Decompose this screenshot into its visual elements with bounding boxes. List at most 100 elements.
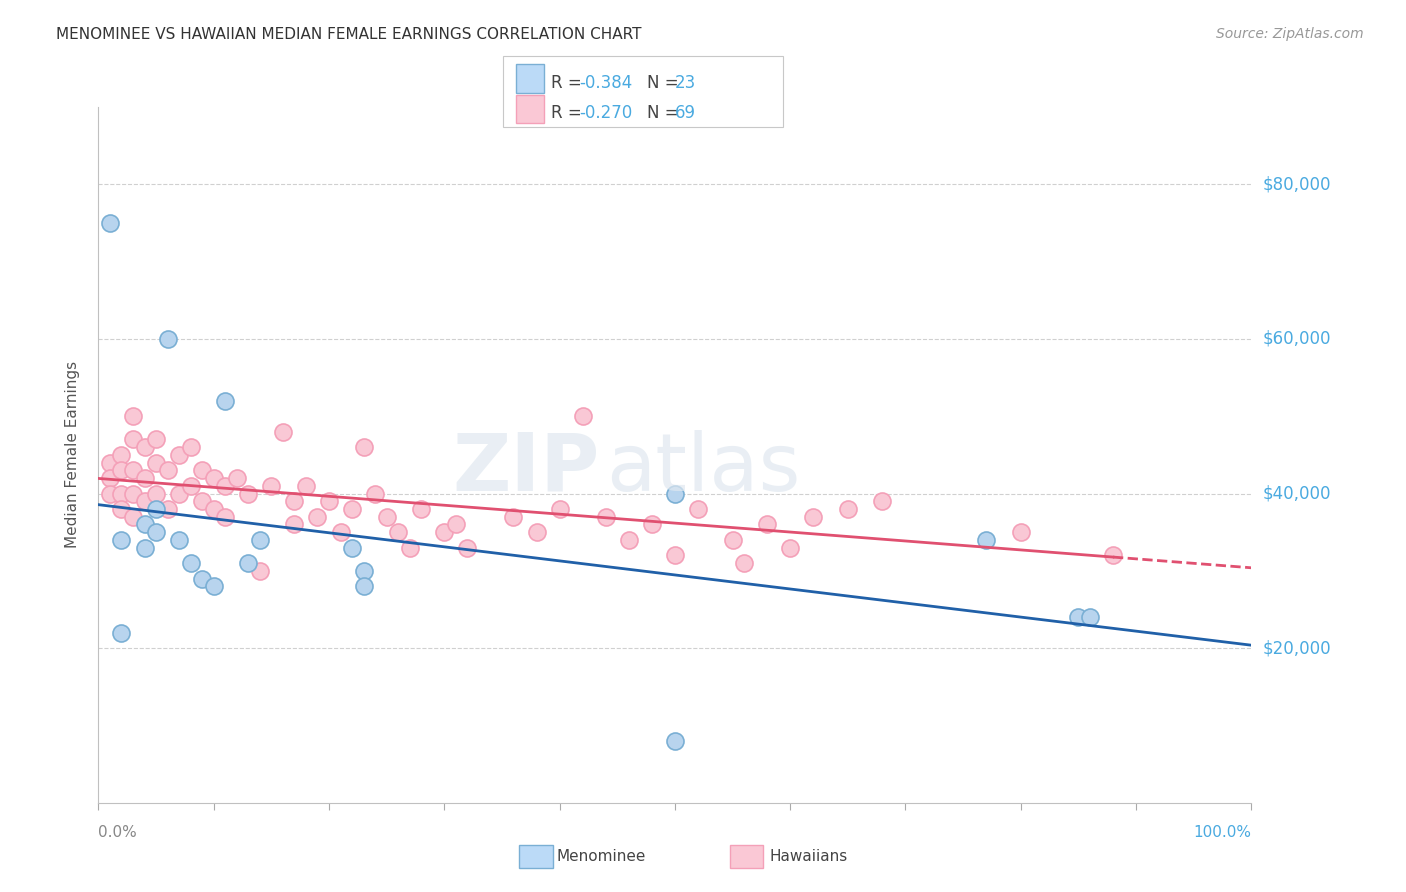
Point bbox=[641, 517, 664, 532]
Point bbox=[180, 440, 202, 454]
Point bbox=[548, 502, 571, 516]
Point bbox=[122, 486, 145, 500]
Point bbox=[307, 509, 329, 524]
Point bbox=[202, 502, 225, 516]
Point bbox=[364, 486, 387, 500]
Point bbox=[340, 541, 363, 555]
Point bbox=[167, 533, 190, 547]
Y-axis label: Median Female Earnings: Median Female Earnings bbox=[65, 361, 80, 549]
Point bbox=[595, 509, 617, 524]
Point bbox=[411, 502, 433, 516]
Point bbox=[122, 509, 145, 524]
Point bbox=[110, 625, 132, 640]
Point bbox=[318, 494, 340, 508]
Point bbox=[387, 525, 409, 540]
Point bbox=[122, 409, 145, 424]
Text: N =: N = bbox=[647, 104, 683, 122]
Point bbox=[456, 541, 478, 555]
Point bbox=[145, 456, 167, 470]
Point bbox=[329, 525, 352, 540]
Point bbox=[110, 533, 132, 547]
Point bbox=[353, 564, 375, 578]
Point bbox=[98, 456, 121, 470]
Point bbox=[1067, 610, 1090, 624]
Point bbox=[271, 425, 294, 439]
Point bbox=[134, 440, 156, 454]
Point bbox=[98, 471, 121, 485]
Point bbox=[283, 517, 305, 532]
Text: MENOMINEE VS HAWAIIAN MEDIAN FEMALE EARNINGS CORRELATION CHART: MENOMINEE VS HAWAIIAN MEDIAN FEMALE EARN… bbox=[56, 27, 641, 42]
Text: R =: R = bbox=[551, 104, 588, 122]
Point bbox=[974, 533, 997, 547]
Text: 23: 23 bbox=[675, 74, 696, 92]
Point bbox=[353, 440, 375, 454]
Point bbox=[571, 409, 593, 424]
Point bbox=[180, 556, 202, 570]
Point bbox=[721, 533, 744, 547]
Point bbox=[110, 502, 132, 516]
Point bbox=[98, 486, 121, 500]
Point bbox=[444, 517, 467, 532]
Text: R =: R = bbox=[551, 74, 588, 92]
Point bbox=[238, 486, 260, 500]
Point bbox=[180, 479, 202, 493]
Point bbox=[191, 572, 214, 586]
Point bbox=[214, 509, 236, 524]
Point bbox=[1010, 525, 1032, 540]
Point bbox=[122, 433, 145, 447]
Point bbox=[433, 525, 456, 540]
Point bbox=[502, 509, 524, 524]
Text: -0.270: -0.270 bbox=[579, 104, 633, 122]
Point bbox=[214, 479, 236, 493]
Point bbox=[249, 533, 271, 547]
Point bbox=[283, 494, 305, 508]
Point bbox=[872, 494, 894, 508]
Point bbox=[110, 486, 132, 500]
Point bbox=[801, 509, 824, 524]
Point bbox=[145, 502, 167, 516]
Point bbox=[398, 541, 420, 555]
Text: Hawaiians: Hawaiians bbox=[769, 849, 848, 863]
Point bbox=[134, 517, 156, 532]
Point bbox=[837, 502, 859, 516]
Point bbox=[110, 448, 132, 462]
Point bbox=[134, 541, 156, 555]
Point bbox=[664, 549, 686, 563]
Point bbox=[202, 579, 225, 593]
Point bbox=[779, 541, 801, 555]
Point bbox=[353, 579, 375, 593]
Point bbox=[122, 463, 145, 477]
Point bbox=[340, 502, 363, 516]
Text: $20,000: $20,000 bbox=[1263, 640, 1331, 657]
Text: ZIP: ZIP bbox=[453, 430, 600, 508]
Point bbox=[225, 471, 247, 485]
Point bbox=[134, 471, 156, 485]
Text: $60,000: $60,000 bbox=[1263, 330, 1331, 348]
Point bbox=[214, 393, 236, 408]
Point bbox=[145, 486, 167, 500]
Point bbox=[1102, 549, 1125, 563]
Text: 0.0%: 0.0% bbox=[98, 825, 138, 840]
Point bbox=[733, 556, 755, 570]
Point bbox=[238, 556, 260, 570]
Point bbox=[145, 433, 167, 447]
Point bbox=[686, 502, 709, 516]
Point bbox=[167, 448, 190, 462]
Point bbox=[156, 463, 179, 477]
Point bbox=[617, 533, 640, 547]
Point bbox=[664, 734, 686, 748]
Text: Source: ZipAtlas.com: Source: ZipAtlas.com bbox=[1216, 27, 1364, 41]
Point bbox=[156, 502, 179, 516]
Point bbox=[191, 494, 214, 508]
Text: 69: 69 bbox=[675, 104, 696, 122]
Text: $40,000: $40,000 bbox=[1263, 484, 1331, 502]
Point bbox=[249, 564, 271, 578]
Point bbox=[110, 463, 132, 477]
Point bbox=[98, 216, 121, 230]
Point bbox=[202, 471, 225, 485]
Point bbox=[295, 479, 318, 493]
Point bbox=[145, 525, 167, 540]
Point bbox=[134, 494, 156, 508]
Point bbox=[156, 332, 179, 346]
Point bbox=[375, 509, 398, 524]
